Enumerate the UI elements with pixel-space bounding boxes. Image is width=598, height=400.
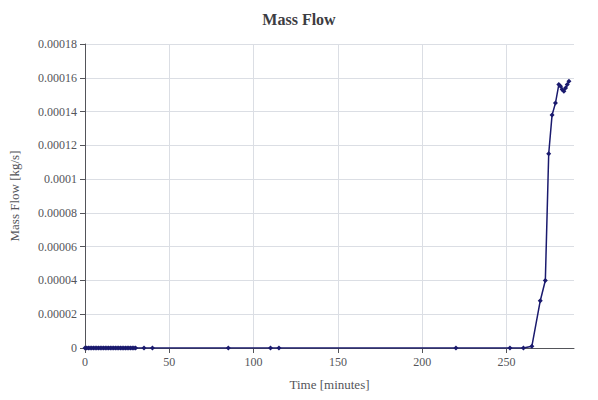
svg-text:150: 150: [329, 355, 347, 369]
svg-text:250: 250: [498, 355, 516, 369]
svg-text:0.00012: 0.00012: [38, 138, 77, 152]
svg-text:0.00002: 0.00002: [38, 307, 77, 321]
svg-text:0.00006: 0.00006: [38, 240, 77, 254]
svg-text:Time [minutes]: Time [minutes]: [289, 377, 369, 392]
svg-text:0.00016: 0.00016: [38, 71, 77, 85]
svg-text:0.00014: 0.00014: [38, 105, 77, 119]
svg-text:0.0001: 0.0001: [44, 172, 77, 186]
svg-text:100: 100: [245, 355, 263, 369]
svg-text:0: 0: [82, 355, 88, 369]
svg-text:Mass Flow: Mass Flow: [262, 11, 336, 28]
svg-text:50: 50: [163, 355, 175, 369]
svg-text:0: 0: [71, 341, 77, 355]
svg-text:200: 200: [413, 355, 431, 369]
svg-text:0.00004: 0.00004: [38, 273, 77, 287]
svg-text:Mass Flow [kg/s]: Mass Flow [kg/s]: [7, 150, 22, 241]
svg-text:0.00008: 0.00008: [38, 206, 77, 220]
svg-text:0.00018: 0.00018: [38, 37, 77, 51]
